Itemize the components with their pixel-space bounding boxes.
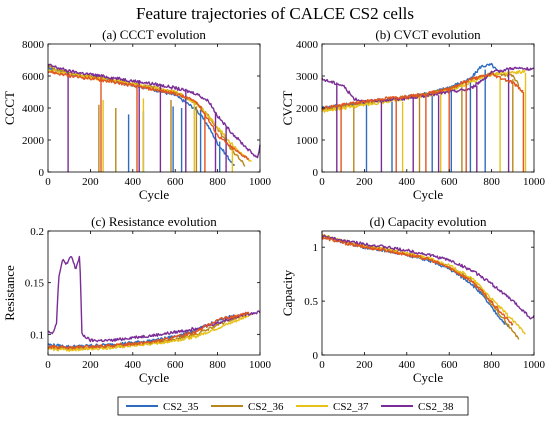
x-tick-label: 400 (125, 359, 142, 371)
plot-frame (47, 43, 261, 173)
series-line-unlabeled (321, 73, 524, 110)
series-line-cs2-36 (47, 65, 246, 167)
series-line-cs2-38 (47, 63, 261, 159)
x-tick-label: 200 (356, 359, 373, 371)
y-tick-label: 4000 (296, 39, 319, 51)
y-tick-label: 0.15 (25, 278, 45, 290)
x-tick-label: 800 (209, 359, 226, 371)
y-tick-label: 2000 (22, 135, 45, 147)
series-line-cs2-37 (47, 313, 252, 352)
x-tick-label: 800 (483, 359, 500, 371)
x-tick-label: 600 (167, 359, 184, 371)
x-tick-label: 800 (483, 176, 500, 188)
x-tick-label: 0 (319, 359, 325, 371)
x-tick-label: 1000 (523, 176, 546, 188)
x-tick-label: 1000 (523, 359, 546, 371)
x-tick-label: 800 (209, 176, 226, 188)
x-tick-label: 0 (45, 359, 51, 371)
panel-resistance: 0 200 400 600 800 1000 0.1 0.15 0.2 (c) Resistanc… (2, 214, 272, 385)
panel-title: (b) CVCT evolution (375, 27, 481, 42)
x-tick-label: 400 (399, 359, 416, 371)
legend-label: CS2_36 (248, 401, 284, 413)
x-tick-label: 1000 (249, 176, 272, 188)
series-group (47, 63, 261, 172)
legend-label: CS2_35 (163, 401, 199, 413)
y-tick-label: 0.2 (30, 226, 44, 238)
figure-title: Feature trajectories of CALCE CS2 cells (136, 4, 414, 23)
series-line-cs2-35 (322, 235, 509, 328)
x-tick-label: 600 (441, 176, 458, 188)
y-tick-label: 2000 (296, 103, 319, 115)
y-tick-label: 0.5 (304, 296, 318, 308)
x-tick-label: 600 (167, 176, 184, 188)
y-tick-label: 0.1 (30, 329, 44, 341)
legend: CS2_35 CS2_36 CS2_37 CS2_38 (117, 396, 469, 416)
legend-label: CS2_37 (333, 401, 369, 413)
y-tick-label: 3000 (296, 71, 319, 83)
series-line-cs2-38 (321, 235, 535, 320)
x-tick-label: 400 (399, 176, 416, 188)
x-tick-label: 0 (319, 176, 325, 188)
x-tick-label: 0 (45, 176, 51, 188)
series-group (47, 255, 261, 352)
y-axis-label: Capacity (280, 269, 295, 316)
panel-cvct: 0 200 400 600 800 1000 0 1000 2000 3000 4000 (b) CV… (280, 27, 546, 202)
x-axis-label: Cycle (413, 187, 444, 202)
x-axis-label: Cycle (139, 370, 170, 385)
series-line-unlabeled (321, 236, 514, 326)
x-tick-label: 1000 (249, 359, 272, 371)
legend-label: CS2_38 (418, 401, 454, 413)
x-tick-label: 200 (356, 176, 373, 188)
x-tick-label: 200 (82, 176, 99, 188)
y-tick-label: 1 (313, 242, 319, 254)
x-tick-label: 200 (82, 359, 99, 371)
panel-title: (a) CCCT evolution (102, 27, 206, 42)
x-axis-label: Cycle (413, 370, 444, 385)
x-tick-label: 400 (125, 176, 142, 188)
x-axis-label: Cycle (139, 187, 170, 202)
panel-capacity: 0 200 400 600 800 1000 0 0.5 1 (d) Capacity evolu… (280, 214, 546, 385)
series-line-cs2-37 (321, 235, 526, 335)
series-line-unlabeled (47, 70, 250, 160)
panel-title: (c) Resistance evolution (91, 214, 217, 229)
y-tick-label: 0 (313, 167, 319, 179)
series-group (321, 62, 535, 172)
y-axis-label: CVCT (280, 91, 295, 126)
series-line-cs2-35 (47, 66, 236, 167)
y-axis-label: Resistance (2, 265, 17, 321)
y-tick-label: 1000 (296, 135, 319, 147)
y-tick-label: 4000 (22, 103, 45, 115)
panel-title: (d) Capacity evolution (370, 214, 487, 229)
series-line-cs2-36 (321, 233, 520, 340)
x-tick-label: 600 (441, 359, 458, 371)
series-group (321, 233, 535, 340)
y-tick-label: 0 (313, 350, 319, 362)
plot-frame (321, 230, 535, 356)
legend-box (117, 396, 469, 416)
series-line-cs2-38 (321, 66, 535, 104)
plot-frame (47, 230, 261, 356)
y-axis-label: CCCT (2, 91, 17, 125)
y-tick-label: 8000 (22, 39, 45, 51)
panel-ccct: 0 200 400 600 800 1000 0 2000 4000 6000 8000 (a) CC… (2, 27, 272, 202)
y-tick-label: 0 (39, 167, 45, 179)
y-tick-label: 6000 (22, 71, 45, 83)
series-line-unlabeled (47, 311, 250, 350)
series-line-cs2-38 (47, 255, 261, 343)
